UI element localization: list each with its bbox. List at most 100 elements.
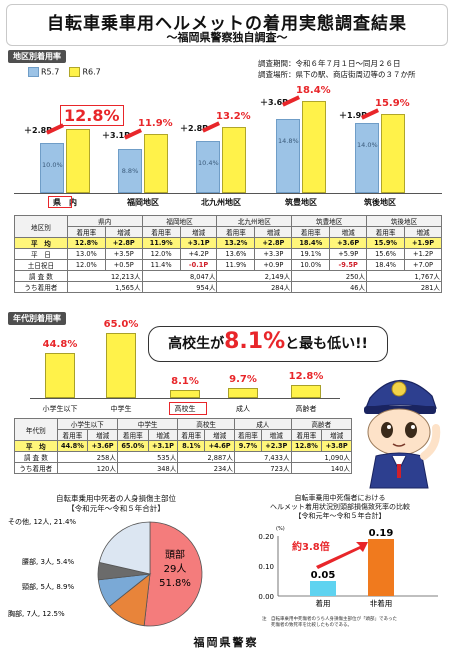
pie-outer-label: 頸部, 5人, 8.9% <box>22 582 74 591</box>
age-bar-chart: 44.8% 小学生以下 65.0% 中学生 8.1% 高校生 9.7% 成人 12.8% 高齢者 <box>30 319 340 413</box>
bar-r6 <box>66 129 90 193</box>
subhead-cell: 増減 <box>321 429 352 441</box>
delta-label: ＋3.1P <box>102 130 131 140</box>
survey-info: 調査期間：令和６年７月１日～同月２６日 調査場所：県下の駅、商店街周辺等の３７か… <box>258 58 416 80</box>
bar-r6 <box>302 101 326 193</box>
table-cell: 65.0% <box>116 440 149 452</box>
subhead-cell: 着用率 <box>177 429 206 441</box>
bar-r6 <box>381 113 405 193</box>
region-axis-line <box>14 193 442 194</box>
subhead-cell: 増減 <box>147 429 179 441</box>
table-cell: 1,090人 <box>290 451 353 463</box>
age-col-4: 高齢者 <box>290 418 353 430</box>
footer-org: 福岡県警察 <box>193 636 259 649</box>
age-bar-label: 65.0% <box>103 319 139 330</box>
age-bar-label: 8.1% <box>171 375 199 387</box>
table-cell: 234人 <box>177 462 235 474</box>
age-col-0: 小学生以下 <box>56 418 118 430</box>
legend-r5: R5.7 <box>41 67 60 77</box>
ratio-title-1: 自転車乗用中死傷者における <box>294 494 386 502</box>
table-cell: 348人 <box>116 462 179 474</box>
table-cell: 2,887人 <box>177 451 235 463</box>
bar-r5-label: 14.8% <box>278 137 299 145</box>
increase-arrow-icon <box>316 542 368 569</box>
row-label: うち着用者 <box>14 462 58 474</box>
bar-r5 <box>196 141 220 193</box>
ratio-bar <box>368 539 394 596</box>
high-school-label-box <box>169 402 207 415</box>
survey-period: 調査期間：令和６年７月１日～同月２６日 <box>258 59 401 68</box>
table-cell: 723人 <box>233 462 292 474</box>
row-label: 調 査 数 <box>14 451 58 463</box>
delta-label: ＋2.8P <box>180 124 209 133</box>
ratio-multiplier: 約3.8倍 <box>292 540 330 553</box>
age-axis-line <box>30 398 340 399</box>
ratio-category-label: 着用 <box>316 598 331 608</box>
table-cell: 18.4% <box>291 237 331 249</box>
bubble-highlight: 8.1% <box>224 329 286 354</box>
table-cell: 140人 <box>290 462 353 474</box>
subhead-cell: 着用率 <box>290 429 323 441</box>
ratio-bar-label: 0.05 <box>311 570 336 581</box>
region-category-label: 福岡地区 <box>127 198 159 207</box>
fatality-ratio-chart: 0.20 0.10 0.00 (%) 0.05 着用 0.19 非着用 約3.8倍 <box>258 526 438 608</box>
speech-bubble <box>148 326 388 362</box>
pie-outer-label: その他, 12人, 21.4% <box>8 517 76 526</box>
pie-outer-label: 腰部, 3人, 5.4% <box>22 557 74 566</box>
age-category-label: 高校生 <box>174 405 196 413</box>
pie-head-pct: 51.8% <box>159 578 191 589</box>
age-bar <box>291 385 321 398</box>
table-cell: +2.3P <box>260 440 292 452</box>
pie-slice <box>143 521 203 627</box>
bar-r6 <box>144 133 168 193</box>
bubble-post: と最も低い!! <box>285 336 368 352</box>
bar-r5-label: 10.0% <box>42 161 63 169</box>
age-bar-label: 44.8% <box>42 339 78 351</box>
table-cell: 9.7% <box>233 440 262 452</box>
bar-r6-label: 15.9% <box>375 97 410 109</box>
table-cell: 12.8% <box>66 237 106 249</box>
bar-r5-label: 8.8% <box>121 167 139 175</box>
ratio-category-label: 非着用 <box>370 598 393 608</box>
injury-pie-chart: 頭部 29人 51.8% その他, 12人, 21.4% 腰部, 3人, 5.4% 頸部,… <box>8 517 203 627</box>
region-category-label: 北九州地区 <box>201 198 241 207</box>
legend-swatch-r5 <box>28 67 39 77</box>
table-cell: 12.8% <box>290 440 323 452</box>
subhead-cell: 増減 <box>260 429 292 441</box>
subhead-cell: 着用率 <box>56 429 89 441</box>
age-bar <box>228 388 258 398</box>
age-bar-label: 9.7% <box>229 374 257 386</box>
bar-r6-label: 11.9% <box>138 117 173 129</box>
region-table: 地区別 県内 福岡地区 北九州地区 筑豊地区 筑後地区 着用率 増減 着用率 増減 着用… <box>14 215 442 293</box>
pie-slice <box>98 521 151 575</box>
delta-label: ＋1.9P <box>339 110 368 120</box>
region-section-label: 地区別着用率 <box>8 50 66 63</box>
table-cell: 44.8% <box>56 440 89 452</box>
bar-r6-label: 18.4% <box>296 85 331 96</box>
ratio-title-2: ヘルメット着用状況別頭部損傷致死率の比較 <box>270 503 410 511</box>
bubble-pre: 高校生が <box>168 336 225 352</box>
prefecture-label-box <box>48 196 72 208</box>
age-col-3: 成人 <box>233 418 292 430</box>
table-cell: 258人 <box>56 451 118 463</box>
table-cell: 535人 <box>116 451 179 463</box>
pie-period: 【令和元年～令和５年合計】 <box>67 504 165 513</box>
table-cell: +4.6P <box>204 440 235 452</box>
page-title: 自転車乗車用ヘルメットの着用実態調査結果 <box>47 14 407 34</box>
ratio-period: 【令和元年～令和５年合計】 <box>294 512 386 520</box>
ratio-y-tick: 0.10 <box>258 563 274 571</box>
table-cell: 281人 <box>366 281 442 293</box>
bar-r5 <box>276 119 300 193</box>
table-cell: 120人 <box>56 462 118 474</box>
ratio-y-tick: 0.20 <box>258 533 274 541</box>
table-cell: +3.8P <box>321 440 352 452</box>
title-box: 自転車乗車用ヘルメットの着用実態調査結果 ～福岡県警察独自調査～ <box>6 4 448 46</box>
speech-bubble-text: 高校生が8.1%と最も低い!! <box>160 329 376 354</box>
legend-swatch-r6 <box>69 67 81 77</box>
region-category-label: 県 内 <box>53 198 77 207</box>
bar-r5 <box>355 123 379 193</box>
age-table: 年代別 小学生以下 中学生 高校生 成人 高齢者 着用率 増減 着用率 増減 着用率 増減… <box>14 418 353 474</box>
age-category-label: 中学生 <box>110 405 132 413</box>
subhead-cell: 増減 <box>204 429 235 441</box>
region-bar-chart: 10.0% 12.8% ＋2.8P 県 内 8.8% 11.9% ＋3.1P 福岡地区 10.4… <box>0 0 452 220</box>
